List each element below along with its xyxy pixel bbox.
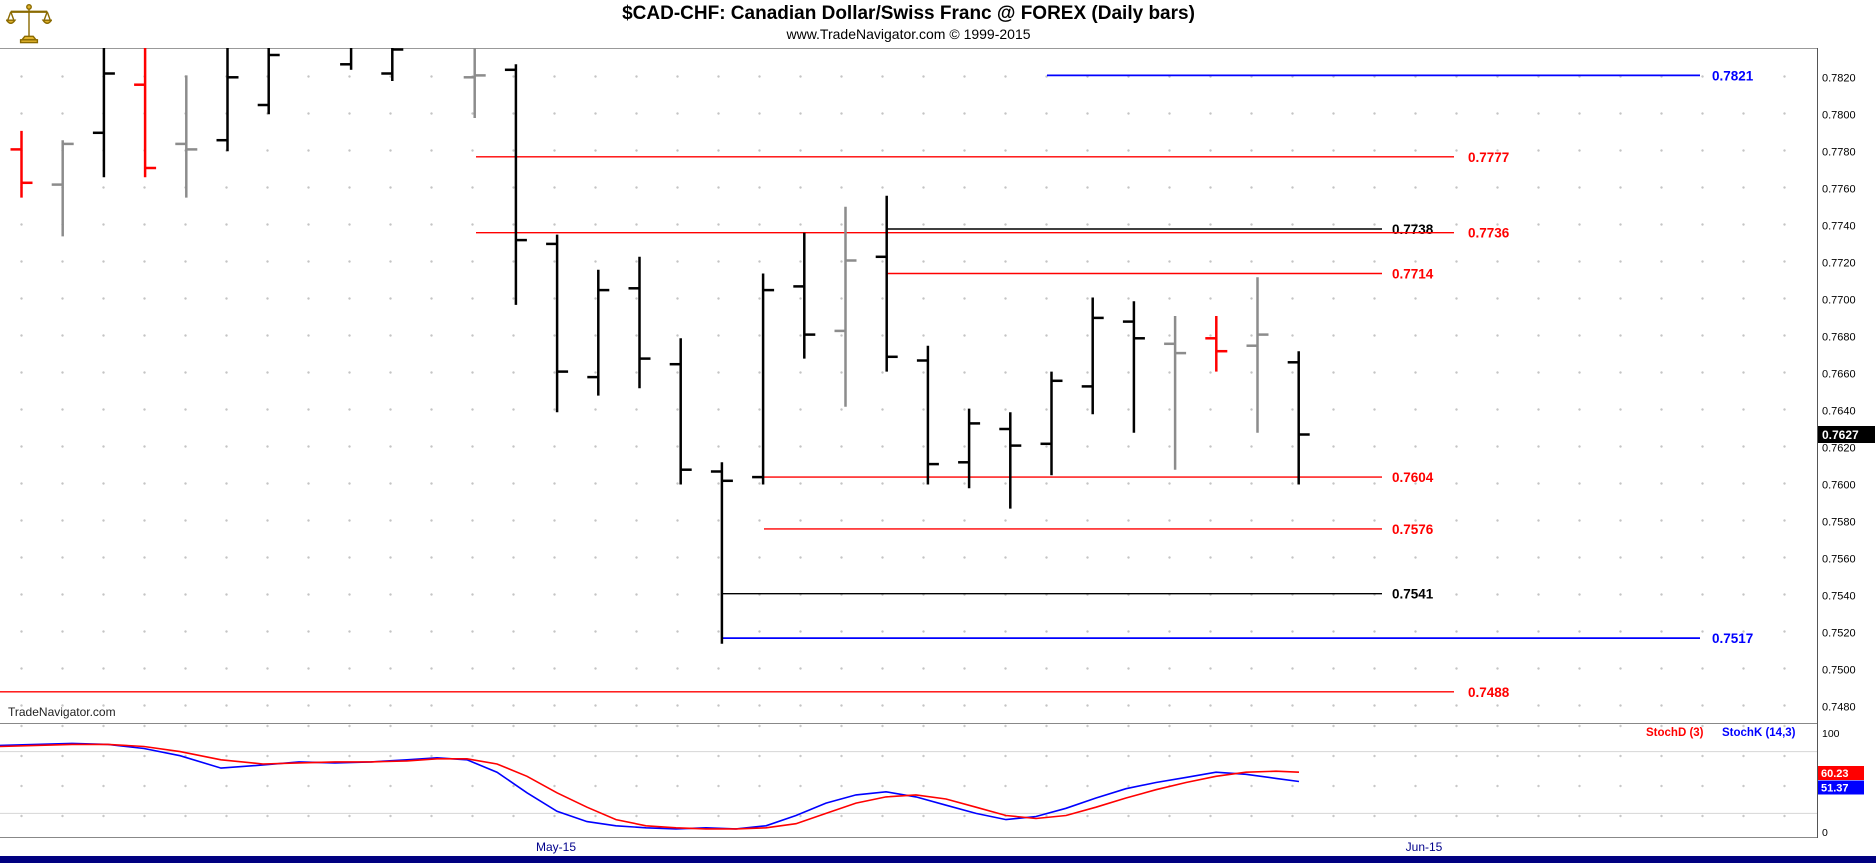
ohlc-bar — [628, 256, 651, 389]
ohlc-bar — [340, 48, 353, 70]
price-level-label: 0.7738 — [1392, 222, 1434, 237]
ohlc-bar — [1122, 301, 1145, 433]
ohlc-bar — [51, 140, 74, 237]
ohlc-bar — [1205, 316, 1228, 372]
price-axis-tick: 0.7580 — [1822, 517, 1856, 529]
ohlc-bar — [463, 48, 486, 118]
ohlc-bar — [669, 338, 692, 485]
stoch-legend-label: StochD (3) — [1646, 727, 1704, 739]
ohlc-bar — [92, 48, 115, 178]
stoch-axis-label: 0 — [1822, 827, 1828, 838]
ohlc-bar — [1081, 297, 1104, 415]
ohlc-bar — [1164, 316, 1187, 470]
price-level-label: 0.7541 — [1392, 587, 1434, 602]
date-axis-label: May-15 — [535, 840, 576, 854]
stoch-value-badge-text: 60.23 — [1821, 768, 1849, 780]
price-axis-tick: 0.7560 — [1822, 554, 1856, 566]
price-axis-tick: 0.7620 — [1822, 443, 1856, 455]
price-axis-tick: 0.7760 — [1822, 183, 1856, 195]
ohlc-bar — [216, 48, 239, 152]
price-axis-tick: 0.7500 — [1822, 665, 1856, 677]
ohlc-bar — [134, 48, 157, 178]
price-axis-tick: 0.7540 — [1822, 591, 1856, 603]
stochd-line — [0, 743, 1300, 830]
price-level-label: 0.7777 — [1468, 150, 1509, 165]
chart-title: $CAD-CHF: Canadian Dollar/Swiss Franc @ … — [622, 3, 1195, 24]
price-axis-tick: 0.7700 — [1822, 294, 1856, 306]
price-axis-tick: 0.7820 — [1822, 72, 1856, 84]
price-level-label: 0.7821 — [1712, 68, 1754, 83]
price-axis-tick: 0.7480 — [1822, 702, 1856, 714]
stochastic-panel[interactable]: 100 0 StochD (3) StochK (14,3) 60.23 51.37 — [0, 723, 1876, 838]
price-axis-tick: 0.7780 — [1822, 146, 1856, 158]
ohlc-bar — [381, 48, 404, 81]
price-level-label: 0.7604 — [1392, 470, 1434, 485]
ohlc-bar — [504, 64, 527, 305]
ohlc-bar — [10, 130, 33, 198]
watermark: TradeNavigator.com — [8, 705, 116, 719]
price-level-label: 0.7736 — [1468, 226, 1510, 241]
ohlc-bar — [546, 234, 569, 413]
last-price-badge-text: 0.7627 — [1822, 428, 1859, 442]
stochastic-grid — [0, 723, 1817, 838]
date-axis-label: Jun-15 — [1405, 840, 1443, 854]
stoch-axis-label: 100 — [1822, 728, 1840, 740]
price-axis-tick: 0.7640 — [1822, 405, 1856, 417]
horizontal-scrollbar[interactable] — [0, 856, 1876, 863]
price-axis-tick: 0.7740 — [1822, 220, 1856, 232]
ohlc-bar — [587, 269, 610, 396]
price-chart[interactable]: 0.7821 0.7777 0.7738 0.7736 0.7714 0.7604 0.75… — [0, 48, 1876, 723]
price-level-label: 0.7488 — [1468, 685, 1510, 700]
price-level-label: 0.7714 — [1392, 267, 1434, 282]
stoch-value-badge — [1818, 780, 1864, 795]
date-axis: May-15 Jun-15 — [0, 840, 1876, 856]
ohlc-bar — [916, 345, 939, 485]
balance-scale-logo-icon — [6, 3, 52, 44]
price-axis-tick: 0.7660 — [1822, 368, 1856, 380]
price-axis-tick: 0.7520 — [1822, 628, 1856, 640]
price-axis-tick: 0.7720 — [1822, 257, 1856, 269]
ohlc-bar — [999, 412, 1022, 509]
price-axis-tick: 0.7680 — [1822, 331, 1856, 343]
ohlc-bar — [752, 273, 775, 485]
price-chart-grid — [0, 48, 1817, 723]
price-axis-tick: 0.7800 — [1822, 109, 1856, 121]
stoch-value-badge-text: 51.37 — [1821, 783, 1849, 795]
ohlc-bar — [958, 408, 981, 489]
ohlc-bar — [834, 206, 857, 407]
ohlc-bar — [1040, 371, 1063, 476]
price-level-label: 0.7517 — [1712, 631, 1753, 646]
ohlc-bar — [1246, 277, 1269, 433]
price-axis-tick: 0.7600 — [1822, 480, 1856, 492]
price-level-label: 0.7576 — [1392, 522, 1434, 537]
last-price-badge — [1818, 426, 1875, 443]
chart-subtitle: www.TradeNavigator.com © 1999-2015 — [786, 26, 1031, 42]
stoch-value-badge — [1818, 766, 1864, 780]
ohlc-bar — [1287, 351, 1310, 485]
stoch-legend-label: StochK (14,3) — [1722, 727, 1796, 739]
ohlc-bar — [257, 48, 280, 115]
ohlc-bar — [175, 75, 198, 198]
ohlc-bar — [793, 232, 816, 359]
stochk-line — [0, 742, 1300, 830]
ohlc-bar — [710, 462, 733, 644]
ohlc-bar — [875, 195, 898, 372]
